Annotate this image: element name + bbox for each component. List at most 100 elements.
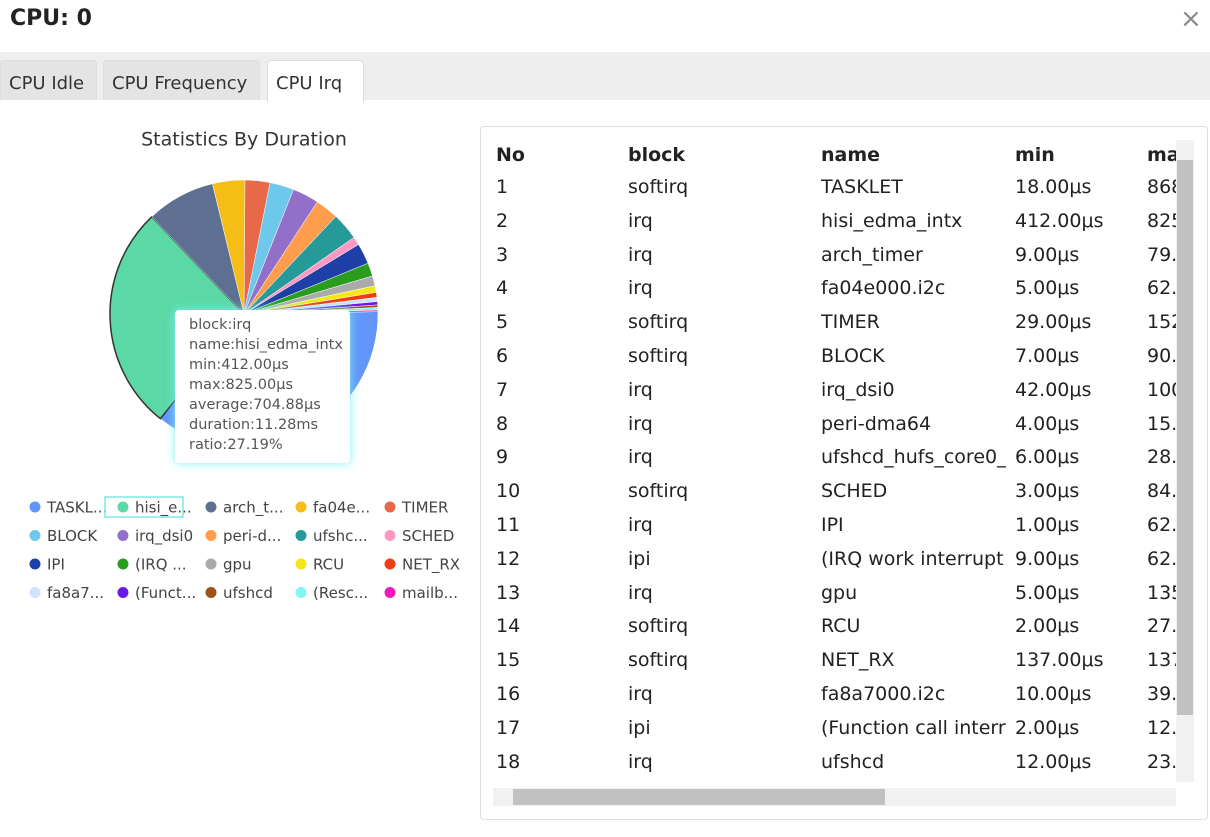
table-cell: 6.00μs (1015, 446, 1080, 469)
dialog-title: CPU: 0 (10, 6, 92, 31)
legend-marker[interactable] (384, 587, 396, 598)
tooltip-line: ratio:27.19% (189, 437, 283, 453)
table-cell: softirq (628, 649, 689, 672)
table-cell: 5.00μs (1015, 277, 1080, 300)
table-cell: 100 (1147, 378, 1176, 401)
table-cell: irq (628, 378, 653, 401)
table-cell: 10 (496, 480, 521, 503)
table-cell: 79. (1147, 243, 1176, 266)
legend-label[interactable]: (IRQ ... (135, 556, 187, 574)
table-cell: ufshcd (821, 750, 885, 773)
legend-marker[interactable] (117, 558, 129, 570)
tooltip-line: name:hisi_edma_intx (189, 337, 343, 353)
chart-title: Statistics By Duration (141, 129, 347, 151)
legend-label[interactable]: NET_RX (402, 556, 460, 575)
table-cell: 9.00μs (1015, 547, 1080, 570)
legend-label[interactable]: peri-d... (223, 527, 281, 545)
table-cell: 7.00μs (1015, 345, 1080, 367)
legend-marker[interactable] (117, 587, 129, 598)
column-header[interactable]: min (1015, 144, 1055, 166)
legend-label[interactable]: IPI (47, 556, 65, 574)
legend-label[interactable]: arch_t... (223, 499, 283, 518)
table: No block name min max 1 softirq TASKLET 18.00μs 8… (490, 140, 1176, 786)
column-header[interactable]: block (628, 144, 686, 166)
tooltip-line: duration:11.28ms (189, 417, 319, 433)
legend-marker[interactable] (384, 501, 396, 513)
table-cell: 1 (496, 176, 509, 198)
table-cell: irq (628, 243, 653, 266)
table-cell: softirq (628, 345, 689, 367)
legend-marker[interactable] (295, 501, 307, 513)
table-cell: 8 (496, 412, 509, 435)
table-cell: 29.00μs (1015, 311, 1092, 334)
table-cell: irq (628, 412, 653, 435)
legend-label[interactable]: mailb... (402, 584, 458, 602)
legend-label[interactable]: RCU (313, 556, 344, 574)
legend-label[interactable]: ufshc... (313, 527, 368, 545)
tab[interactable]: CPU Idle (0, 60, 97, 100)
legend-hover (104, 496, 184, 518)
table-cell: 6 (496, 345, 509, 367)
table-cell: 825 (1147, 209, 1176, 232)
legend-marker[interactable] (29, 501, 41, 513)
table-cell: hisi_edma_intx (821, 209, 963, 232)
table-cell: ipi (628, 547, 651, 570)
legend-marker[interactable] (384, 530, 396, 541)
table-cell: 12.00μs (1015, 750, 1092, 773)
legend-label[interactable]: TIMER (401, 499, 448, 517)
tooltip-line: min:412.00μs (189, 357, 289, 373)
table-cell: 3.00μs (1015, 480, 1080, 503)
legend-marker[interactable] (205, 587, 217, 598)
table-cell: softirq (628, 615, 689, 638)
scroll-thumb[interactable] (513, 789, 885, 805)
legend-marker[interactable] (117, 501, 129, 513)
legend-label[interactable]: fa8a7... (47, 584, 104, 602)
tab[interactable]: CPU Irq (267, 60, 364, 102)
table-cell: 16 (496, 683, 521, 705)
table-cell: 23. (1147, 750, 1176, 773)
legend-label[interactable]: gpu (223, 556, 252, 574)
legend-label[interactable]: fa04e... (313, 499, 370, 517)
legend-marker[interactable] (295, 530, 307, 541)
table-cell: 84. (1147, 480, 1176, 503)
table-cell: 5.00μs (1015, 581, 1080, 604)
tab[interactable]: CPU Frequency (103, 60, 260, 100)
legend-label[interactable]: SCHED (402, 527, 454, 545)
legend-marker[interactable] (29, 587, 41, 598)
legend-marker[interactable] (29, 530, 41, 541)
legend-marker[interactable] (295, 558, 307, 570)
tooltip-line: block:irq (189, 317, 252, 333)
table-cell: 17 (496, 716, 521, 739)
legend-marker[interactable] (205, 530, 217, 541)
legend-marker[interactable] (29, 558, 41, 570)
legend-label[interactable]: irq_dsi0 (135, 527, 193, 546)
table-cell: fa04e000.i2c (821, 277, 946, 300)
legend-marker[interactable] (205, 501, 217, 513)
legend-label[interactable]: (Funct... (135, 584, 196, 602)
close-button[interactable]: × (1180, 4, 1202, 34)
column-header[interactable]: max (1147, 144, 1176, 166)
table-cell: softirq (628, 176, 689, 198)
legend-marker[interactable] (295, 587, 307, 598)
legend-marker[interactable] (384, 558, 396, 570)
table-cell: TIMER (821, 311, 880, 334)
legend-marker[interactable] (205, 558, 217, 570)
vertical-scrollbar[interactable] (1176, 140, 1194, 782)
legend-label[interactable]: BLOCK (47, 527, 98, 545)
legend-label[interactable]: TASKL... (46, 499, 107, 517)
legend-label[interactable]: ufshcd (223, 584, 273, 602)
tooltip-line: max:825.00μs (189, 377, 293, 393)
column-header[interactable]: No (496, 144, 525, 166)
legend-label[interactable]: hisi_e... (135, 499, 192, 518)
table-cell: 2 (496, 209, 509, 232)
table-cell: irq (628, 581, 653, 604)
table-cell: irq (628, 446, 653, 469)
legend-marker[interactable] (117, 530, 129, 541)
table-cell: 868 (1147, 176, 1176, 198)
horizontal-scrollbar[interactable] (493, 788, 1176, 806)
scroll-thumb[interactable] (1177, 160, 1193, 715)
table-cell: 28. (1147, 446, 1176, 469)
legend-label[interactable]: (Resc... (313, 584, 368, 602)
column-header[interactable]: name (821, 144, 881, 166)
